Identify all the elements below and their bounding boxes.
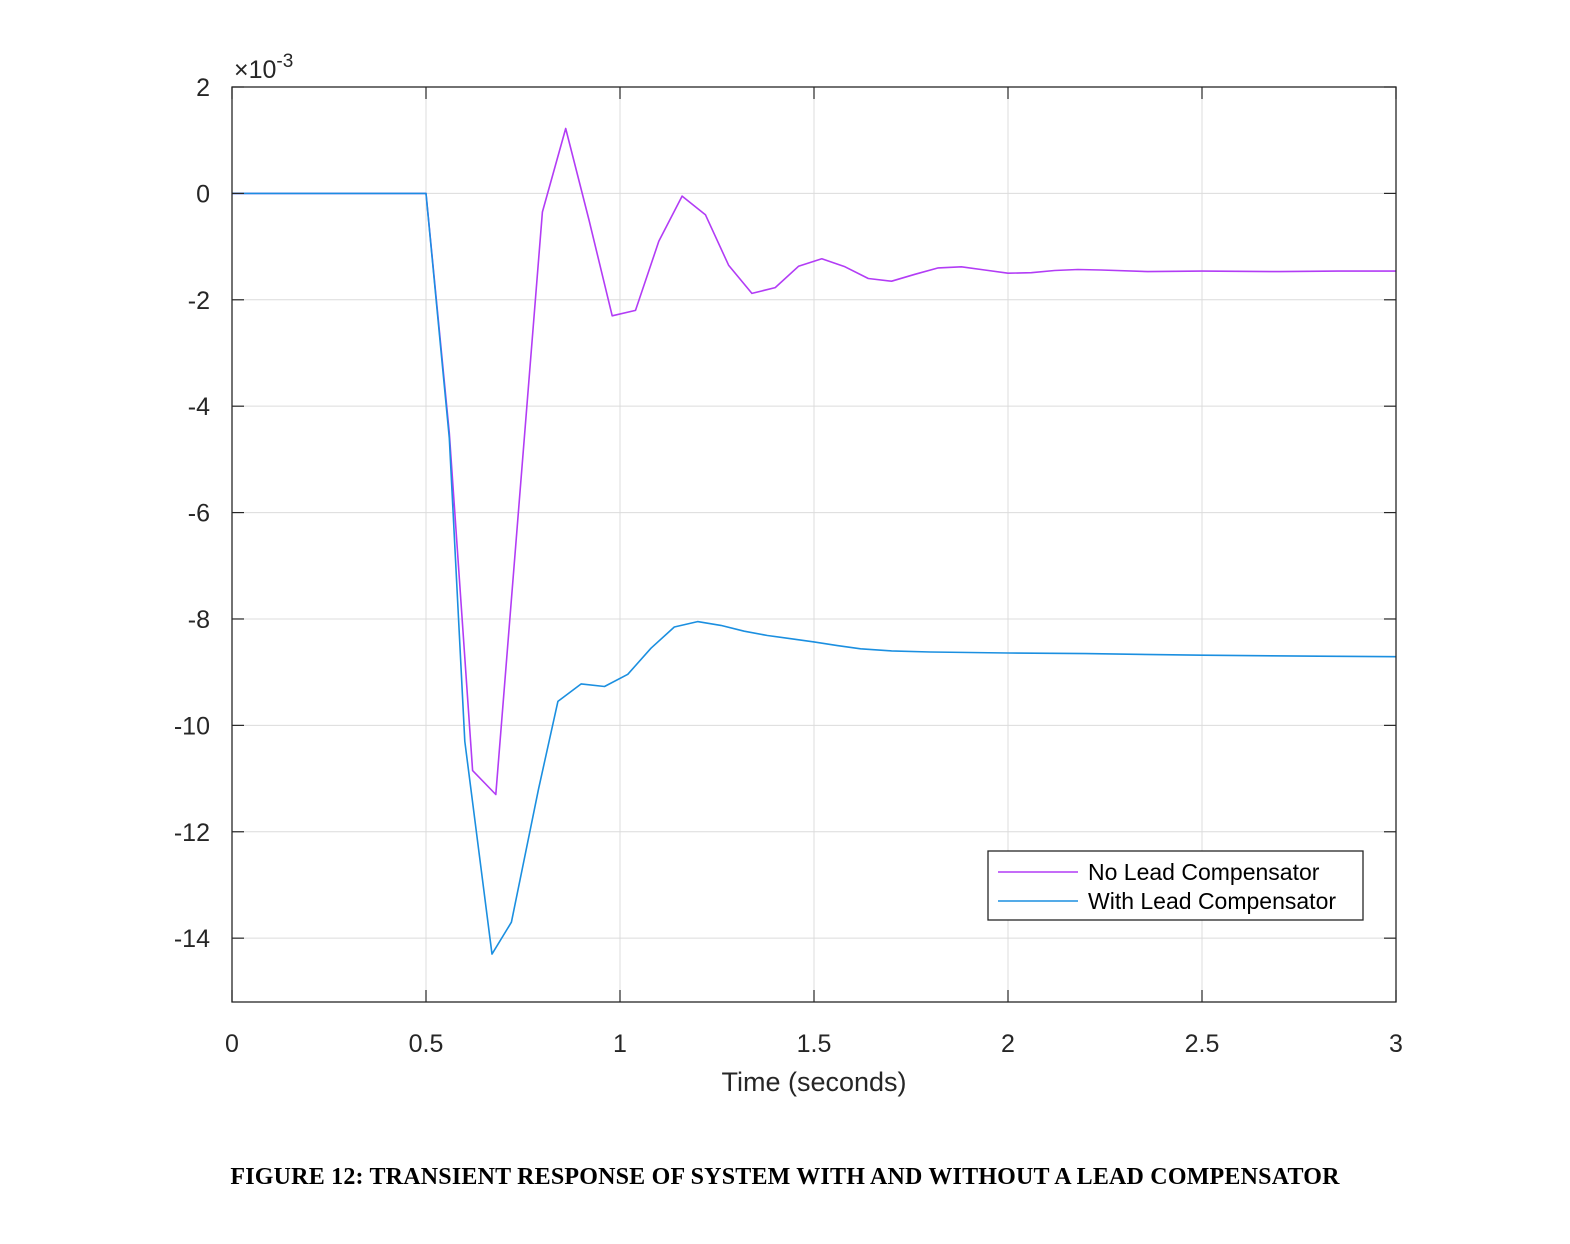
y-tick-label: 2	[196, 74, 210, 102]
series-line-no-lead-compensator	[232, 127, 1396, 796]
x-tick-label: 0.5	[409, 1030, 444, 1058]
y-tick-label: -12	[174, 819, 210, 847]
y-exponent-label: ×10-3	[234, 51, 293, 84]
legend: No Lead Compensator With Lead Compensato…	[987, 850, 1364, 921]
x-tick-labels: 0 0.5 1 1.5 2 2.5 3	[225, 1030, 1403, 1058]
figure-caption: FIGURE 12: TRANSIENT RESPONSE OF SYSTEM …	[230, 1164, 1340, 1190]
y-exponent-power: -3	[276, 51, 293, 72]
x-tick-label: 3	[1389, 1030, 1403, 1058]
y-tick-label: -8	[188, 606, 210, 634]
x-axis-label: Time (seconds)	[721, 1067, 906, 1097]
x-tick-label: 2	[1001, 1030, 1015, 1058]
legend-label-with-lead: With Lead Compensator	[1088, 888, 1336, 914]
y-tick-label: -4	[188, 393, 210, 421]
y-tick-label: -2	[188, 287, 210, 315]
y-tick-labels: 2 0 -2 -4 -6 -8 -10 -12 -14	[174, 74, 210, 953]
x-tick-label: 0	[225, 1030, 239, 1058]
legend-box	[987, 850, 1364, 921]
y-tick-label: -6	[188, 500, 210, 528]
legend-label-no-lead: No Lead Compensator	[1088, 859, 1320, 885]
x-tick-label: 2.5	[1185, 1030, 1220, 1058]
y-tick-label: 0	[196, 180, 210, 208]
y-tick-label: -14	[174, 925, 210, 953]
y-tick-label: -10	[174, 712, 210, 740]
x-tick-label: 1.5	[797, 1030, 832, 1058]
x-tick-label: 1	[613, 1030, 627, 1058]
axes-box	[231, 86, 1397, 1003]
series-lines	[232, 127, 1397, 955]
series-line-with-lead-compensator	[232, 192, 1397, 955]
